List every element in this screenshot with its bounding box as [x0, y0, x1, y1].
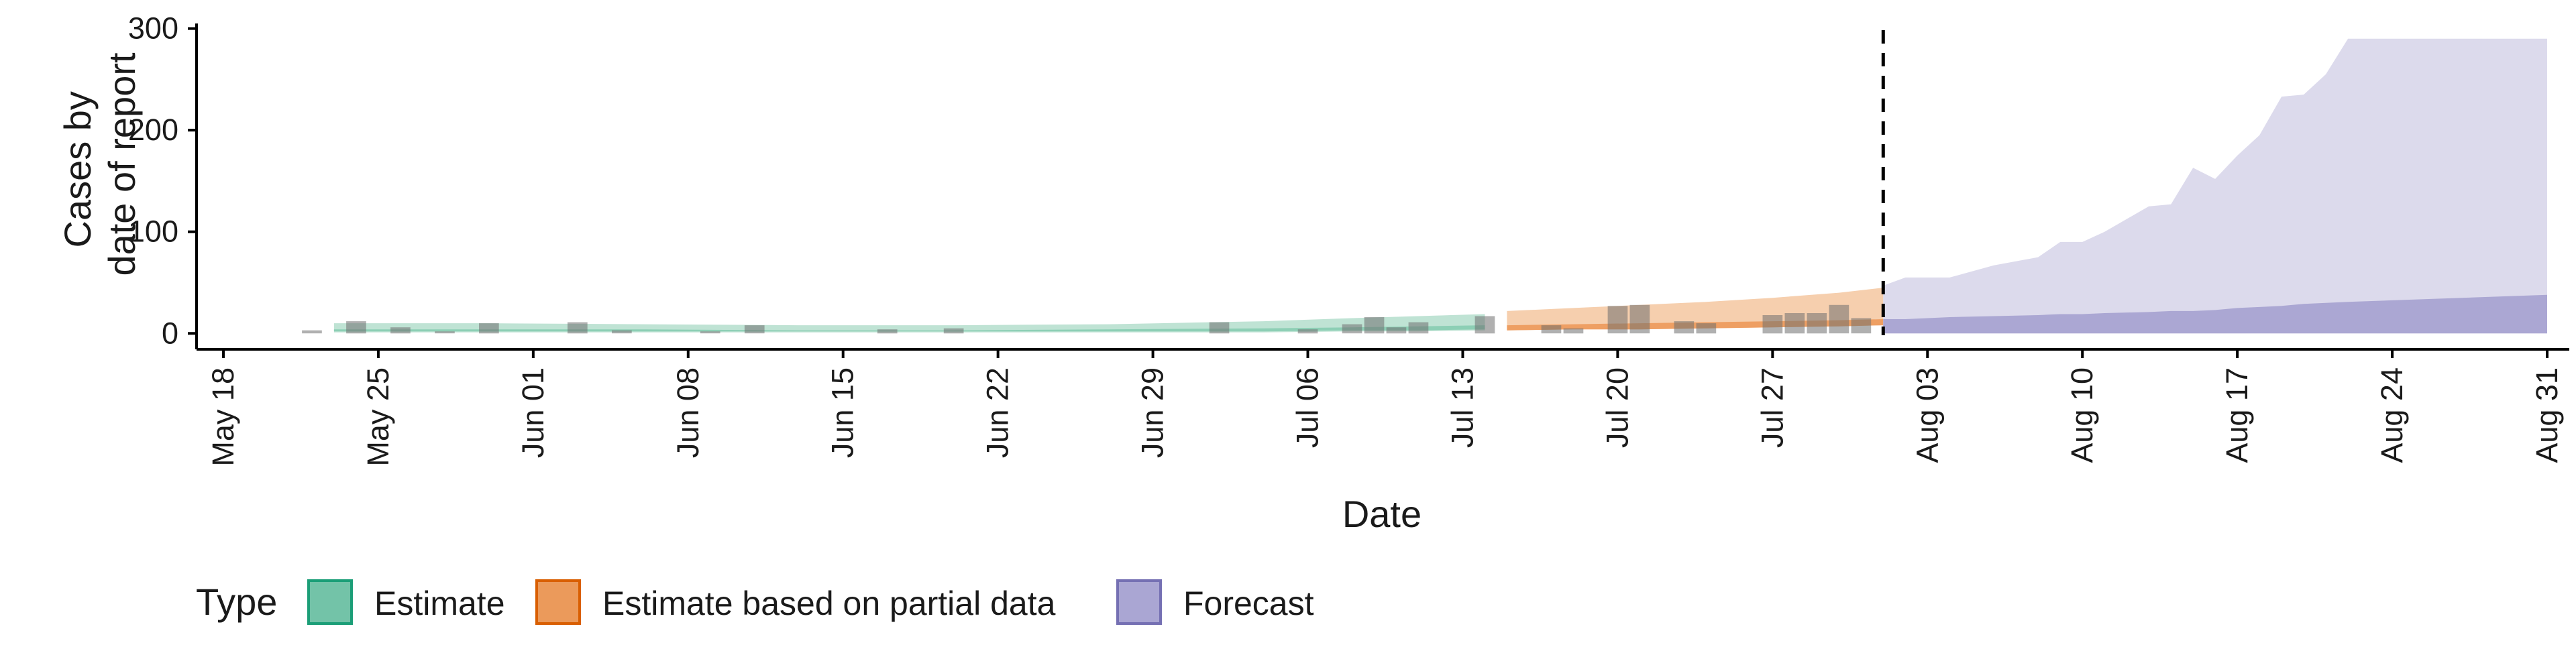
y-tick-label: 300	[128, 11, 178, 46]
legend: Type Estimate Estimate based on partial d…	[196, 579, 1314, 625]
legend-key-forecast	[1116, 579, 1162, 625]
legend-label-estimate-based-on-partial-data: Estimate based on partial data	[602, 585, 1056, 622]
reported-cases-bar	[568, 322, 588, 334]
x-tick-label: Aug 24	[2375, 367, 2409, 463]
reported-cases-bar	[302, 330, 322, 334]
reported-cases-bar	[479, 323, 499, 334]
x-axis-title: Date	[1342, 493, 1421, 535]
x-tick-label: Jun 22	[981, 367, 1015, 458]
reported-cases-bar	[435, 331, 455, 334]
reported-cases-bar	[1784, 313, 1805, 334]
y-tick-label: 200	[128, 113, 178, 147]
axes-layer: 0 100 200 300 May 18 May 25 Jun 01 Jun 08 Jun 15…	[128, 11, 2569, 467]
reported-cases-bar	[1696, 323, 1717, 334]
reported-cases-bar	[1829, 304, 1849, 334]
reported-cases-bar	[612, 330, 632, 334]
reported-cases-bar	[1541, 325, 1562, 334]
reported-cases-bar	[1474, 316, 1495, 334]
x-tick-label: Aug 03	[1910, 367, 1944, 463]
reported-cases-bar	[1851, 318, 1872, 334]
reported-cases-bar	[1674, 321, 1695, 334]
legend-label-forecast: Forecast	[1183, 585, 1314, 622]
reported-cases-bars	[302, 304, 1872, 334]
x-tick-label: Jun 15	[826, 367, 860, 458]
reported-cases-bar	[1386, 327, 1407, 334]
y-axis-title: Cases by date of report	[56, 52, 143, 276]
x-tick-label: May 25	[361, 367, 395, 467]
reported-cases-bar	[1563, 328, 1584, 334]
reported-cases-bar	[1607, 306, 1628, 334]
x-tick-label: Jul 13	[1445, 367, 1479, 448]
ribbon-outer-estimate	[333, 314, 1485, 333]
legend-title: Type	[196, 581, 277, 623]
y-axis-title-line-2: date of report	[101, 52, 143, 276]
ribbon-inner-forecast	[1883, 294, 2547, 334]
reported-cases-bar	[744, 325, 765, 334]
x-tick-label: Aug 10	[2065, 367, 2099, 463]
ribbons-layer	[333, 38, 2547, 334]
x-tick-label: Jul 27	[1755, 367, 1789, 448]
x-tick-label: May 18	[206, 367, 240, 467]
ribbon-outer-forecast	[1883, 38, 2547, 334]
reported-cases-bar	[1408, 322, 1429, 334]
ribbon-inner-estimate	[333, 325, 1485, 332]
x-tick-label: Jun 08	[671, 367, 705, 458]
x-tick-label: Jul 20	[1600, 367, 1634, 448]
reported-cases-bar	[877, 329, 898, 334]
reported-cases-bar	[1807, 313, 1827, 334]
x-tick-label: Aug 31	[2530, 367, 2564, 463]
reported-cases-bar	[700, 331, 720, 334]
reported-cases-bar	[346, 321, 366, 334]
reported-cases-bar	[1342, 324, 1362, 334]
x-tick-label: Aug 17	[2220, 367, 2254, 463]
reported-cases-bar	[1762, 315, 1783, 334]
legend-key-estimate-based-on-partial-data	[535, 579, 581, 625]
legend-label-estimate: Estimate	[374, 585, 505, 622]
reported-cases-bar	[1209, 322, 1230, 334]
reported-cases-bar	[943, 328, 964, 334]
reported-cases-bar	[390, 327, 411, 334]
x-tick-label: Jul 06	[1291, 367, 1325, 448]
y-tick-label: 0	[162, 316, 178, 350]
x-tick-label: Jun 01	[516, 367, 550, 458]
y-axis-title-line-1: Cases by	[56, 91, 99, 247]
y-tick-label: 100	[128, 215, 178, 249]
x-tick-label: Jun 29	[1136, 367, 1170, 458]
legend-key-estimate	[307, 579, 353, 625]
reported-cases-bar	[1629, 304, 1650, 334]
reported-cases-bar	[1297, 329, 1318, 334]
reported-cases-bar	[1364, 317, 1385, 334]
